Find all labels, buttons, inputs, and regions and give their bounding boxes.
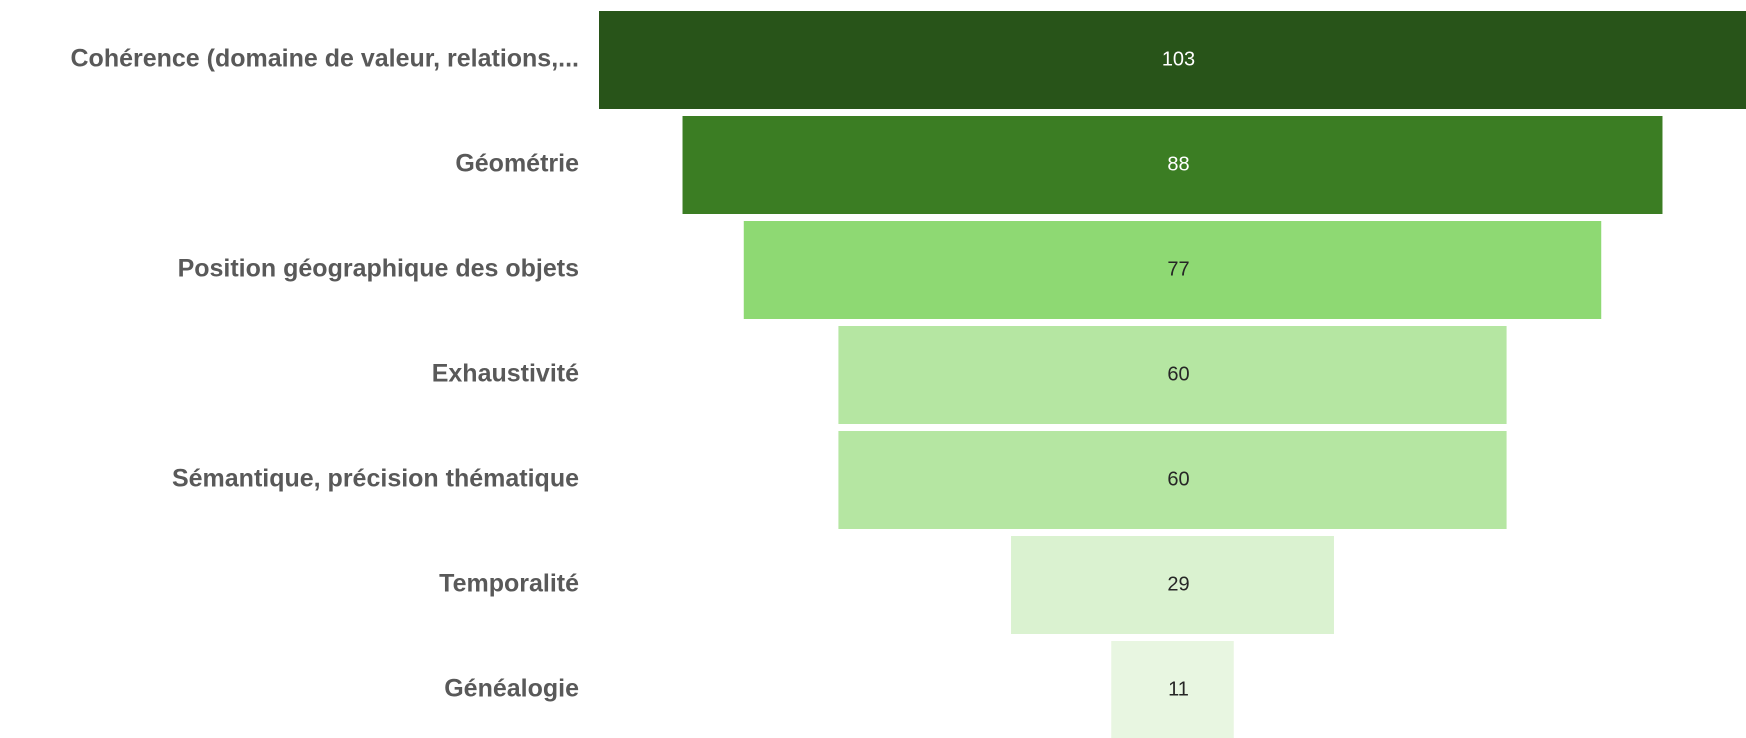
value-label: 29 (1167, 573, 1189, 595)
value-label: 60 (1167, 468, 1189, 490)
value-label: 77 (1167, 258, 1189, 280)
funnel-bar (1111, 641, 1234, 738)
funnel-bar (743, 221, 1602, 319)
category-label: Temporalité (439, 570, 579, 598)
value-label: 88 (1167, 153, 1189, 175)
category-label: Généalogie (444, 675, 579, 703)
category-label: Géométrie (455, 150, 579, 178)
funnel-bar (838, 326, 1507, 424)
funnel-bar (838, 431, 1507, 529)
category-label: Sémantique, précision thématique (172, 465, 579, 493)
value-label: 60 (1167, 363, 1189, 385)
category-label: Cohérence (domaine de valeur, relations,… (71, 45, 580, 73)
funnel-bar (599, 11, 1746, 109)
category-label: Exhaustivité (432, 360, 579, 388)
funnel-bar (682, 116, 1663, 214)
funnel-bar (1011, 536, 1334, 634)
value-label: 103 (1162, 48, 1195, 70)
category-label: Position géographique des objets (178, 255, 579, 283)
value-label: 11 (1168, 678, 1189, 700)
